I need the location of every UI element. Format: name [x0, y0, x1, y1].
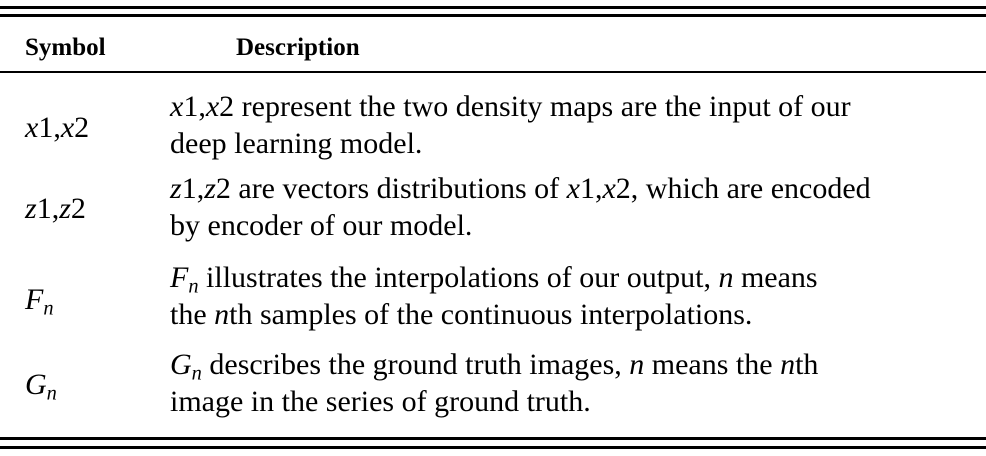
symbol-g-n: Gn — [25, 368, 57, 405]
header-rule — [0, 71, 986, 73]
bottom-rule-inner — [0, 437, 986, 440]
description-line: Fn illustrates the interpolations of our… — [170, 261, 818, 298]
description-z1-z2: z1,z2 are vectors distributions of x1,x2… — [170, 170, 871, 244]
symbol-x1-x2: x1,x2 — [25, 111, 90, 144]
header-symbol: Symbol — [25, 34, 106, 61]
description-line: by encoder of our model. — [170, 209, 473, 242]
header-description: Description — [236, 34, 360, 61]
symbol-z1-z2: z1,z2 — [25, 192, 86, 225]
description-f-n: Fn illustrates the interpolations of our… — [170, 259, 818, 333]
description-x1-x2: x1,x2 represent the two density maps are… — [170, 88, 851, 162]
description-line: deep learning model. — [170, 127, 423, 160]
description-line: image in the series of ground truth. — [170, 385, 591, 418]
description-line: the nth samples of the continuous interp… — [170, 298, 753, 331]
description-line: Gn describes the ground truth images, n … — [170, 348, 819, 385]
top-rule-inner — [0, 14, 986, 17]
description-g-n: Gn describes the ground truth images, n … — [170, 346, 818, 420]
description-line: z1,z2 are vectors distributions of x1,x2… — [170, 172, 871, 205]
symbol-f-n: Fn — [25, 283, 54, 320]
description-line: x1,x2 represent the two density maps are… — [170, 90, 851, 123]
bottom-rule-outer — [0, 446, 986, 449]
top-rule-outer — [0, 6, 986, 9]
